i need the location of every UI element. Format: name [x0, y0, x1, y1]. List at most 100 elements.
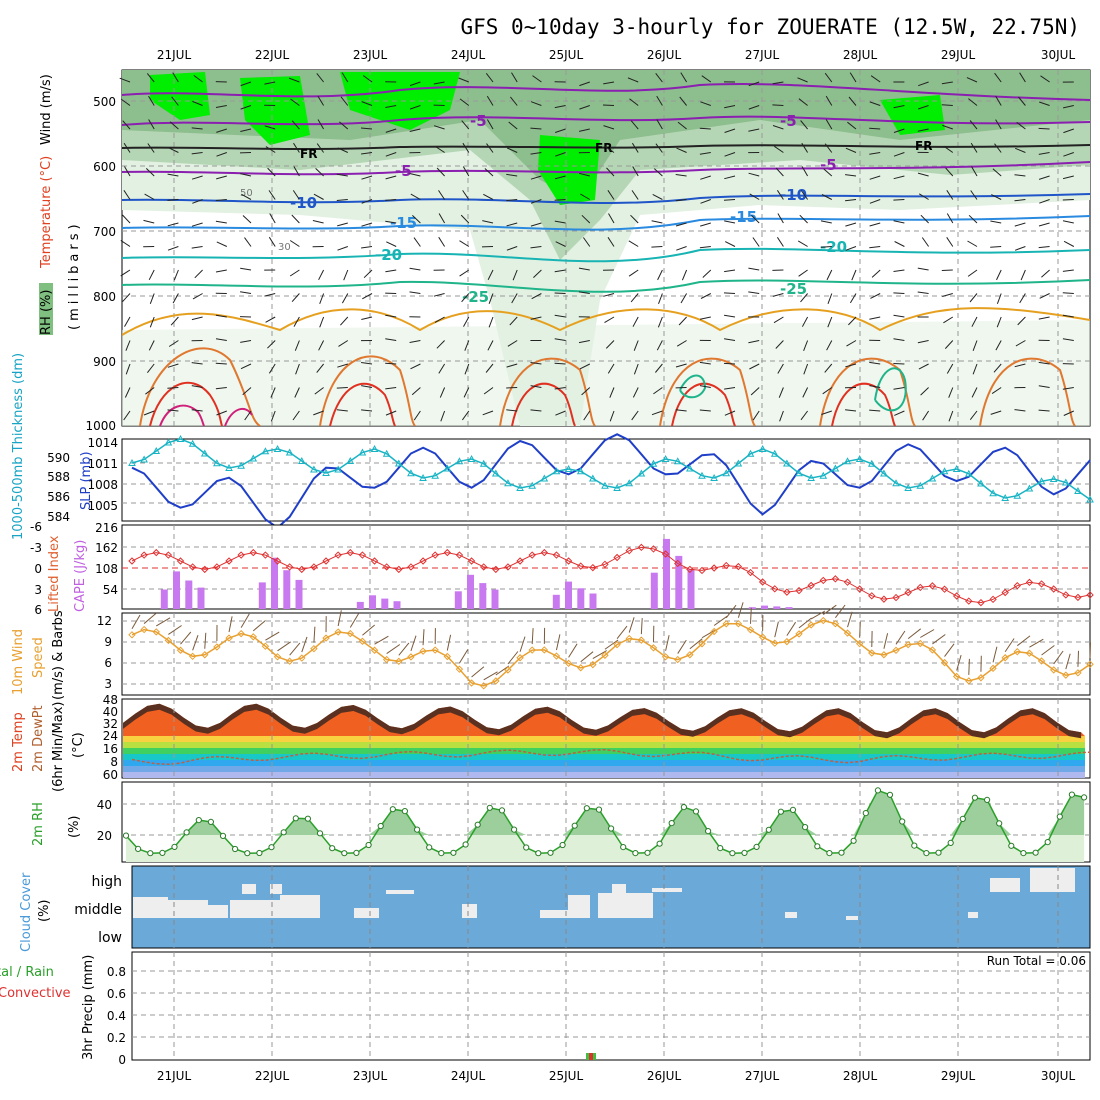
wind-barb: [119, 77, 131, 83]
wind-axis-label: Wind (m/s): [39, 74, 54, 145]
wind-barb: [748, 81, 760, 87]
rh2m-point: [862, 810, 869, 817]
wind-speed-point: [843, 629, 852, 637]
wind-barb: [290, 98, 300, 106]
wind-barb: [337, 246, 348, 251]
wind-barb: [724, 410, 736, 416]
lifted-index-point: [479, 563, 488, 571]
date-label: 29JUL: [941, 1069, 976, 1083]
thickness-point: [686, 464, 694, 472]
lifted-index-point: [649, 545, 658, 553]
rh2m-point: [547, 849, 554, 856]
thickness-point: [431, 471, 440, 479]
cape-bar: [467, 574, 474, 609]
wind-barb: [438, 190, 446, 200]
wind-barb: [240, 363, 252, 370]
wind-barb: [655, 363, 663, 373]
lifted-index-point: [152, 548, 160, 557]
wind-barb: [607, 363, 615, 374]
thickness-point: [746, 449, 755, 457]
pressure-tick: 600: [93, 160, 116, 174]
wind-barb: [1038, 175, 1050, 180]
thickness-point: [152, 446, 161, 454]
wind-speed-point: [734, 619, 743, 628]
wind-speed-point: [831, 619, 840, 628]
wind-barb: [724, 128, 736, 133]
wind-barb: [461, 120, 470, 130]
surface-contours: [122, 307, 1090, 426]
wind-barb: [700, 175, 711, 180]
wind-barb: [530, 127, 542, 130]
lifted-index-point: [358, 551, 367, 559]
contour-label: -25: [780, 280, 807, 298]
wind-speed-point: [952, 672, 961, 681]
rh-legend-swatch: [39, 283, 53, 335]
panel-2m-rh: 40 20 2m RH (%): [31, 781, 1091, 863]
wind-barb: [168, 625, 182, 635]
wind-barb: [511, 293, 518, 304]
wind-barb: [893, 105, 905, 109]
wind-barb: [486, 119, 494, 130]
wind-speed-point: [310, 644, 318, 653]
rh2m-point: [996, 820, 1003, 827]
thickness-point: [394, 459, 403, 467]
wind-barb: [530, 222, 542, 227]
rh2m-point: [595, 806, 603, 813]
wind-barb: [699, 385, 711, 388]
wind-barb: [972, 340, 978, 351]
wind-barb: [1014, 363, 1026, 368]
wind-barb: [301, 636, 308, 653]
wind-barb: [169, 121, 179, 130]
wind-barb: [1041, 645, 1055, 656]
wind-barb: [482, 410, 494, 416]
wind-barb: [869, 246, 881, 249]
wind-barb: [723, 292, 736, 294]
lifted-index-point: [625, 546, 633, 555]
wind-barb: [168, 340, 179, 347]
wind-barb: [990, 220, 1002, 224]
contour-fr: [122, 144, 1090, 151]
wind-barb: [774, 145, 784, 153]
temperature-axis-label: Temperature (°C): [39, 156, 54, 269]
lifted-index-point: [492, 565, 500, 574]
wind-barb: [291, 293, 300, 303]
rh2m-point: [1081, 794, 1088, 801]
wind-barb: [640, 618, 643, 635]
rh2m-point: [171, 843, 178, 851]
thickness-point: [892, 479, 900, 487]
wind-barb: [895, 630, 906, 645]
wind-barb: [944, 643, 955, 657]
wind-barb: [893, 363, 905, 365]
panel4-ticks: 12 9 6 3: [97, 614, 112, 691]
thickness-point: [479, 459, 488, 467]
thickness-point: [722, 469, 731, 477]
wind-barb: [361, 199, 373, 204]
wind-speed-point: [771, 639, 779, 647]
wind-barb: [1062, 338, 1074, 341]
wind-barb: [894, 410, 905, 416]
wind-barb: [409, 81, 421, 87]
wind-barb: [845, 174, 857, 177]
contour-minus5b: [122, 161, 1090, 176]
wind-barb: [956, 654, 962, 671]
wind-barb: [869, 222, 881, 227]
wind-barb: [1038, 385, 1050, 388]
rh2m-point: [947, 839, 954, 847]
lifted-index-point: [734, 562, 743, 571]
wind-barb: [786, 621, 797, 636]
thickness-point: [273, 444, 282, 452]
panel3-grid: [122, 525, 1090, 609]
lifted-index-point: [613, 553, 621, 562]
wind-barb: [339, 121, 349, 130]
wind-barb: [969, 410, 978, 421]
rh2m-point: [256, 849, 263, 857]
precip-label-a: tal / Rain: [0, 965, 54, 980]
lifted-index-point: [916, 583, 924, 592]
wind-barb: [969, 293, 978, 303]
wind-barb: [1038, 409, 1050, 412]
rh2m-point: [838, 849, 845, 856]
wind-barb: [145, 168, 155, 177]
rh2m-point: [608, 825, 615, 832]
wind-barb: [1019, 72, 1026, 83]
wind-barb: [603, 125, 615, 130]
